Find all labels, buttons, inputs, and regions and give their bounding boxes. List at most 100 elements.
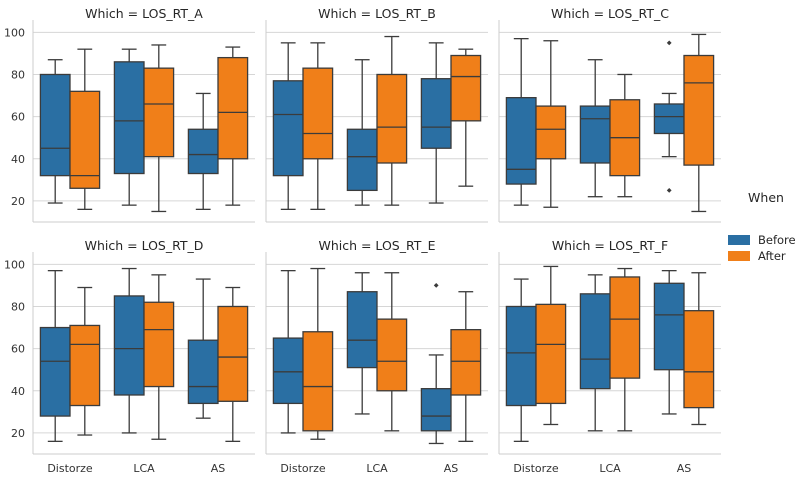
box-iqr [376, 318, 408, 392]
y-tick-label: 100 [4, 26, 25, 39]
box-iqr [69, 90, 101, 189]
box-iqr [346, 128, 378, 192]
box-iqr [113, 295, 145, 396]
outlier-point [666, 187, 672, 193]
x-tick-label-lca: LCA [599, 462, 621, 475]
box-as-after [450, 291, 482, 443]
legend: When Before After [728, 190, 796, 263]
box-iqr [420, 388, 452, 432]
box-as-after [217, 46, 249, 206]
y-tick-label: 20 [11, 427, 25, 440]
box-lca-after [376, 272, 408, 432]
box-iqr [683, 310, 715, 409]
legend-label-after: After [758, 249, 786, 263]
panel-2: Which = LOS_RT_B [265, 6, 488, 223]
box-iqr [69, 324, 101, 407]
box-as-after [450, 48, 482, 187]
box-as-before [420, 42, 452, 204]
box-iqr [579, 105, 611, 164]
box-as-after [217, 286, 249, 443]
legend-swatch-after [728, 251, 750, 261]
box-lca-before [579, 274, 611, 432]
box-lca-before [579, 59, 611, 198]
outlier-point [666, 40, 672, 46]
box-distorze-after [535, 40, 567, 208]
box-distorze-before [272, 269, 304, 434]
box-lca-before [113, 48, 145, 206]
panel-3: Which = LOS_RT_C [498, 6, 721, 223]
panel-title: Which = LOS_RT_B [318, 6, 436, 21]
x-tick-label-lca: LCA [366, 462, 388, 475]
legend-title: When [748, 190, 784, 205]
panel-title: Which = LOS_RT_C [551, 6, 669, 21]
box-iqr [39, 73, 71, 177]
legend-label-before: Before [758, 233, 796, 247]
box-as-after [683, 33, 715, 213]
box-iqr [187, 128, 219, 175]
box-iqr [346, 291, 378, 369]
box-iqr [420, 78, 452, 149]
panel-title: Which = LOS_RT_A [85, 6, 203, 21]
box-as-before [187, 92, 219, 211]
y-tick-label: 60 [11, 111, 25, 124]
x-tick-label-lca: LCA [133, 462, 155, 475]
box-iqr [302, 331, 334, 432]
box-as-after [683, 272, 715, 426]
box-distorze-after [69, 286, 101, 436]
box-iqr [272, 80, 304, 177]
box-iqr [535, 105, 567, 160]
box-lca-before [346, 59, 378, 206]
box-lca-after [376, 35, 408, 206]
box-iqr [302, 67, 334, 160]
panel-title: Which = LOS_RT_E [318, 238, 435, 253]
box-as-before [653, 40, 685, 193]
x-tick-label-as: AS [444, 462, 459, 475]
box-iqr [535, 303, 567, 405]
legend-swatch-before [728, 235, 750, 245]
box-iqr [376, 73, 408, 164]
box-lca-after [609, 267, 641, 432]
box-as-before [653, 269, 685, 415]
box-iqr [450, 329, 482, 396]
box-iqr [505, 97, 537, 185]
box-distorze-after [302, 267, 334, 440]
box-iqr [272, 337, 304, 405]
box-lca-after [143, 274, 175, 440]
y-tick-label: 40 [11, 153, 25, 166]
box-lca-after [143, 44, 175, 213]
box-iqr [579, 293, 611, 390]
panel-5: Which = LOS_RT_E Distorze LCA AS [265, 238, 488, 475]
panel-title: Which = LOS_RT_F [552, 238, 668, 253]
box-distorze-after [535, 265, 567, 426]
box-distorze-before [505, 278, 537, 443]
panel-6: Which = LOS_RT_F Distorze LCA AS [498, 238, 721, 475]
box-iqr [653, 282, 685, 371]
y-tick-label: 20 [11, 195, 25, 208]
box-lca-before [113, 267, 145, 434]
y-tick-label: 80 [11, 300, 25, 313]
panel-4: Which = LOS_RT_D 20 40 60 80 100 Distorze LCA AS [4, 238, 255, 475]
y-tick-label: 60 [11, 343, 25, 356]
box-iqr [217, 56, 249, 160]
box-distorze-before [39, 59, 71, 204]
box-iqr [143, 67, 175, 158]
box-iqr [217, 305, 249, 402]
box-as-before [420, 282, 452, 445]
box-lca-before [346, 272, 378, 415]
box-iqr [505, 305, 537, 407]
box-iqr [39, 326, 71, 417]
outlier-point [433, 282, 439, 288]
x-tick-label-distorze: Distorze [513, 462, 559, 475]
box-iqr [143, 301, 175, 388]
box-iqr [113, 61, 145, 175]
y-tick-label: 80 [11, 68, 25, 81]
x-tick-label-as: AS [211, 462, 226, 475]
box-iqr [609, 276, 641, 379]
x-tick-label-distorze: Distorze [280, 462, 326, 475]
box-iqr [653, 103, 685, 135]
y-tick-label: 40 [11, 385, 25, 398]
box-distorze-after [69, 48, 101, 211]
box-as-before [187, 278, 219, 419]
x-tick-label-distorze: Distorze [47, 462, 93, 475]
